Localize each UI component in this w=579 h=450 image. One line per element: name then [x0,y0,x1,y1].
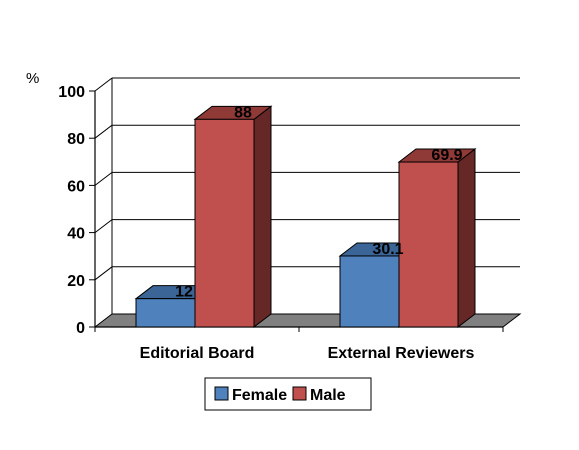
bar-front [398,161,459,328]
gridline-side [94,124,113,139]
gridline-side [94,219,113,233]
y-tick-label: 40 [67,226,85,243]
bar-side [253,105,272,329]
data-label: 69.9 [431,147,462,164]
legend-label-male: Male [310,387,346,404]
x-category-label: Editorial Board [140,345,255,362]
legend-swatch-male [292,386,307,401]
x-axis: Editorial Board External Reviewers [140,345,475,362]
bar-male-1 [193,105,273,329]
y-tick-label: 60 [67,178,85,195]
x-category-label: External Reviewers [328,345,475,362]
legend-box [204,377,372,411]
bar-front [339,255,400,328]
data-label: 30.1 [372,241,403,258]
y-tick-label: 0 [76,320,85,337]
legend-label-female: Female [232,387,287,404]
data-label: 88 [234,104,252,121]
y-tick-label: 100 [58,84,85,101]
bars [134,105,477,329]
legend-swatch-female [214,386,229,401]
bar-front [135,298,196,328]
bar-side [457,148,476,329]
y-axis-unit-label: % [26,70,39,87]
data-labels: 12 88 30.1 69.9 [175,104,463,300]
gridline-side [94,77,113,92]
y-tick-label: 80 [67,131,85,148]
bar-front [194,118,255,328]
y-tick-label: 20 [67,273,85,290]
data-label: 12 [175,284,193,301]
gridline-side [94,266,113,281]
gridline-side [94,172,113,186]
bar-male-2 [397,148,477,329]
legend: Female Male [204,377,372,411]
